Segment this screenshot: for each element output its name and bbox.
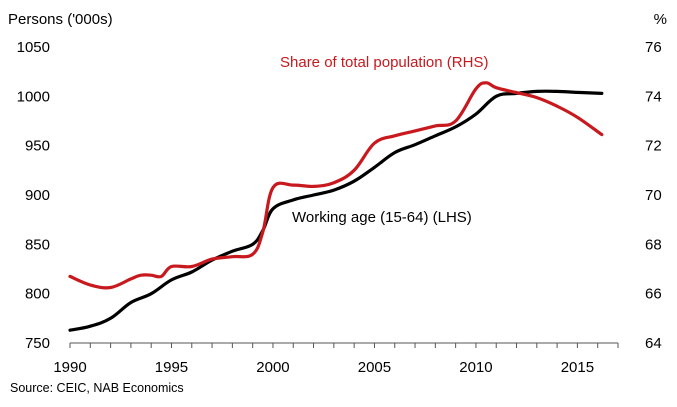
x-tick-label: 1995 xyxy=(155,359,188,376)
left-tick-label: 1050 xyxy=(17,39,50,56)
left-tick-label: 950 xyxy=(25,138,50,155)
right-tick-label: 74 xyxy=(645,88,662,105)
left-tick-label: 800 xyxy=(25,286,50,303)
right-tick-label: 66 xyxy=(645,286,662,303)
x-tick-label: 2015 xyxy=(561,359,594,376)
x-axis: 1990 1995 2000 2005 2010 2015 xyxy=(53,342,619,376)
left-tick-label: 900 xyxy=(25,187,50,204)
annotation-working-age: Working age (15-64) (LHS) xyxy=(292,209,472,226)
right-tick-label: 76 xyxy=(645,39,662,56)
right-tick-label: 68 xyxy=(645,236,662,253)
x-tick-label: 1990 xyxy=(53,359,86,376)
series-line-working-age xyxy=(68,89,604,332)
right-axis: 64 66 68 70 72 74 76 xyxy=(645,39,662,352)
right-axis-title: % xyxy=(654,11,667,28)
left-tick-label: 1000 xyxy=(17,88,50,105)
x-tick-label: 2005 xyxy=(358,359,391,376)
x-tick-label: 2010 xyxy=(459,359,492,376)
left-axis: 750 800 850 900 950 1000 1050 xyxy=(17,39,50,352)
right-tick-label: 70 xyxy=(645,187,662,204)
source-note: Source: CEIC, NAB Economics xyxy=(10,381,184,395)
series-line-share-of-population xyxy=(68,81,604,290)
annotation-share-of-population: Share of total population (RHS) xyxy=(280,54,488,71)
right-tick-label: 64 xyxy=(645,335,662,352)
left-axis-title: Persons ('000s) xyxy=(8,11,113,28)
right-tick-label: 72 xyxy=(645,138,662,155)
left-tick-label: 850 xyxy=(25,236,50,253)
series-layer xyxy=(68,81,604,332)
left-tick-label: 750 xyxy=(25,335,50,352)
x-tick-label: 2000 xyxy=(256,359,289,376)
